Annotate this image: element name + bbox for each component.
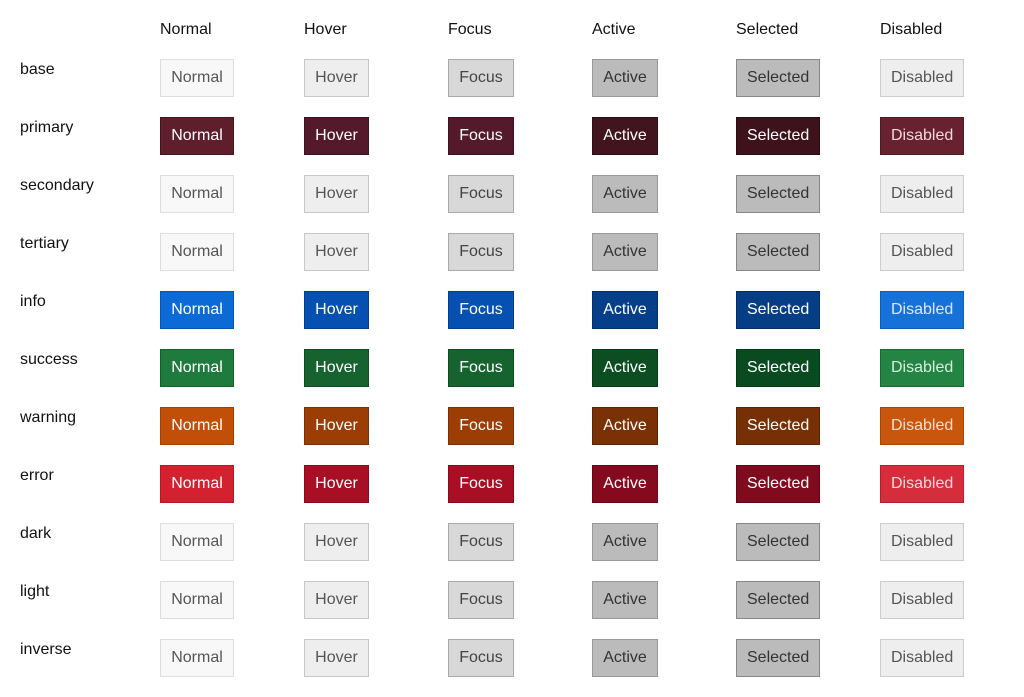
error-normal-button[interactable]: Normal xyxy=(160,465,234,503)
row-label-primary: primary xyxy=(20,119,74,136)
base-disabled-button: Disabled xyxy=(880,59,965,97)
warning-focus-button[interactable]: Focus xyxy=(448,407,514,445)
secondary-active-button[interactable]: Active xyxy=(592,175,658,213)
column-header-hover: Hover xyxy=(304,21,347,38)
light-focus-button[interactable]: Focus xyxy=(448,581,514,619)
info-focus-button[interactable]: Focus xyxy=(448,291,514,329)
info-normal-button[interactable]: Normal xyxy=(160,291,234,329)
tertiary-active-button[interactable]: Active xyxy=(592,233,658,271)
info-hover-button[interactable]: Hover xyxy=(304,291,369,329)
row-label-inverse: inverse xyxy=(20,641,72,658)
base-hover-button[interactable]: Hover xyxy=(304,59,369,97)
tertiary-normal-button[interactable]: Normal xyxy=(160,233,234,271)
dark-active-button[interactable]: Active xyxy=(592,523,658,561)
row-label-dark: dark xyxy=(20,525,52,542)
dark-selected-button[interactable]: Selected xyxy=(736,523,821,561)
light-hover-button[interactable]: Hover xyxy=(304,581,369,619)
dark-hover-button[interactable]: Hover xyxy=(304,523,369,561)
warning-hover-button[interactable]: Hover xyxy=(304,407,369,445)
success-normal-button[interactable]: Normal xyxy=(160,349,234,387)
primary-normal-button[interactable]: Normal xyxy=(160,117,234,155)
success-active-button[interactable]: Active xyxy=(592,349,658,387)
column-header-active: Active xyxy=(592,21,636,38)
dark-focus-button[interactable]: Focus xyxy=(448,523,514,561)
tertiary-hover-button[interactable]: Hover xyxy=(304,233,369,271)
row-label-secondary: secondary xyxy=(20,177,94,194)
secondary-normal-button[interactable]: Normal xyxy=(160,175,234,213)
info-active-button[interactable]: Active xyxy=(592,291,658,329)
error-active-button[interactable]: Active xyxy=(592,465,658,503)
warning-disabled-button: Disabled xyxy=(880,407,965,445)
row-label-info: info xyxy=(20,293,46,310)
inverse-hover-button[interactable]: Hover xyxy=(304,639,369,677)
row-label-success: success xyxy=(20,351,78,368)
primary-focus-button[interactable]: Focus xyxy=(448,117,514,155)
inverse-disabled-button: Disabled xyxy=(880,639,965,677)
error-selected-button[interactable]: Selected xyxy=(736,465,821,503)
inverse-normal-button[interactable]: Normal xyxy=(160,639,234,677)
primary-selected-button[interactable]: Selected xyxy=(736,117,821,155)
tertiary-disabled-button: Disabled xyxy=(880,233,965,271)
base-focus-button[interactable]: Focus xyxy=(448,59,514,97)
info-selected-button[interactable]: Selected xyxy=(736,291,821,329)
primary-disabled-button: Disabled xyxy=(880,117,965,155)
column-header-normal: Normal xyxy=(160,21,212,38)
secondary-disabled-button: Disabled xyxy=(880,175,965,213)
success-selected-button[interactable]: Selected xyxy=(736,349,821,387)
warning-normal-button[interactable]: Normal xyxy=(160,407,234,445)
light-disabled-button: Disabled xyxy=(880,581,965,619)
light-active-button[interactable]: Active xyxy=(592,581,658,619)
inverse-selected-button[interactable]: Selected xyxy=(736,639,821,677)
row-label-tertiary: tertiary xyxy=(20,235,69,252)
row-label-warning: warning xyxy=(20,409,77,426)
tertiary-selected-button[interactable]: Selected xyxy=(736,233,821,271)
secondary-selected-button[interactable]: Selected xyxy=(736,175,821,213)
primary-hover-button[interactable]: Hover xyxy=(304,117,369,155)
secondary-hover-button[interactable]: Hover xyxy=(304,175,369,213)
light-normal-button[interactable]: Normal xyxy=(160,581,234,619)
info-disabled-button: Disabled xyxy=(880,291,965,329)
base-normal-button[interactable]: Normal xyxy=(160,59,234,97)
primary-active-button[interactable]: Active xyxy=(592,117,658,155)
inverse-active-button[interactable]: Active xyxy=(592,639,658,677)
warning-active-button[interactable]: Active xyxy=(592,407,658,445)
base-selected-button[interactable]: Selected xyxy=(736,59,821,97)
base-active-button[interactable]: Active xyxy=(592,59,658,97)
warning-selected-button[interactable]: Selected xyxy=(736,407,821,445)
light-selected-button[interactable]: Selected xyxy=(736,581,821,619)
success-disabled-button: Disabled xyxy=(880,349,965,387)
column-header-selected: Selected xyxy=(736,21,799,38)
error-disabled-button: Disabled xyxy=(880,465,965,503)
column-header-focus: Focus xyxy=(448,21,492,38)
error-focus-button[interactable]: Focus xyxy=(448,465,514,503)
dark-normal-button[interactable]: Normal xyxy=(160,523,234,561)
tertiary-focus-button[interactable]: Focus xyxy=(448,233,514,271)
success-focus-button[interactable]: Focus xyxy=(448,349,514,387)
row-label-base: base xyxy=(20,61,55,78)
column-header-disabled: Disabled xyxy=(880,21,943,38)
success-hover-button[interactable]: Hover xyxy=(304,349,369,387)
inverse-focus-button[interactable]: Focus xyxy=(448,639,514,677)
row-label-error: error xyxy=(20,467,54,484)
secondary-focus-button[interactable]: Focus xyxy=(448,175,514,213)
error-hover-button[interactable]: Hover xyxy=(304,465,369,503)
row-label-light: light xyxy=(20,583,50,600)
dark-disabled-button: Disabled xyxy=(880,523,965,561)
